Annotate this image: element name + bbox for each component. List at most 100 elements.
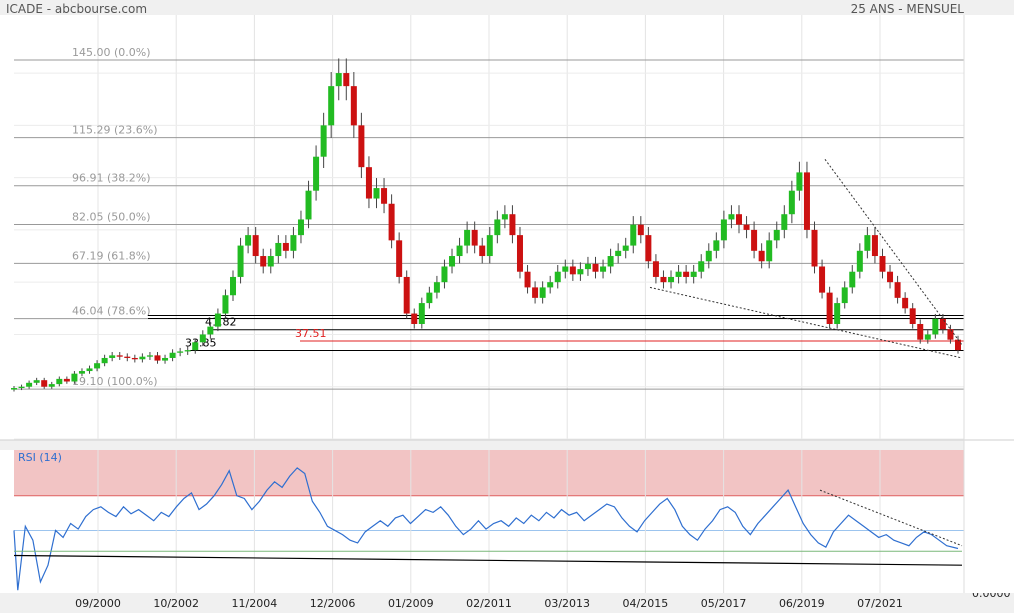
candle-body <box>509 214 516 236</box>
x-tick-label: 06/2019 <box>779 597 825 610</box>
support-trend-line <box>649 286 963 359</box>
candle-body <box>94 363 101 369</box>
candle-body <box>320 125 327 157</box>
candle-body <box>350 86 357 126</box>
candle-body <box>803 172 810 230</box>
candle-body <box>947 329 954 340</box>
candle-body <box>887 271 894 283</box>
candle-body <box>403 276 410 314</box>
candle-body <box>494 219 501 236</box>
candle-body <box>86 368 93 372</box>
candle-body <box>592 263 599 272</box>
candle-body <box>124 356 131 358</box>
candle-body <box>358 125 365 168</box>
candle-body <box>562 266 569 272</box>
candle-body <box>516 235 523 272</box>
candle-body <box>109 355 116 358</box>
candle-body <box>184 350 191 352</box>
candle-body <box>758 250 765 262</box>
x-tick-label: 04/2015 <box>623 597 669 610</box>
candle-body <box>214 313 221 327</box>
candle-body <box>894 282 901 298</box>
candle-body <box>849 271 856 288</box>
candle-body <box>131 357 138 360</box>
x-tick-label: 11/2004 <box>232 597 278 610</box>
candle-body <box>501 214 508 220</box>
candle-body <box>260 256 267 267</box>
candle-body <box>335 73 342 87</box>
downtrend-line <box>824 159 963 346</box>
candle-body <box>728 214 735 220</box>
candle-body <box>615 250 622 257</box>
candle-body <box>230 276 237 296</box>
candle-body <box>735 214 742 225</box>
candle-body <box>524 271 531 288</box>
rsi-support-line <box>13 554 963 566</box>
candle-body <box>864 235 871 251</box>
candle-body <box>222 295 229 314</box>
fib-level-label: 82.05 (50.0%) <box>72 211 151 224</box>
candle-body <box>207 326 214 335</box>
candle-body <box>441 266 448 283</box>
candle-body <box>871 235 878 257</box>
candle-body <box>532 287 539 298</box>
x-tick-label: 01/2009 <box>388 597 434 610</box>
candle-body <box>381 188 388 204</box>
chart-timeframe-label: 25 ANS - MENSUEL <box>850 2 964 16</box>
candle-body <box>373 188 380 199</box>
candle-body <box>879 256 886 272</box>
x-tick-label: 05/2017 <box>701 597 747 610</box>
rsi-title: RSI (14) <box>18 451 62 464</box>
fib-level-label: 46.04 (78.6%) <box>72 305 151 318</box>
x-tick-label: 07/2021 <box>857 597 903 610</box>
candle-body <box>63 378 70 382</box>
candle-body <box>675 271 682 277</box>
candle-body <box>18 386 25 389</box>
candle-body <box>652 261 659 277</box>
candle-body <box>169 352 176 358</box>
y-axis-background <box>964 15 1014 593</box>
candle-body <box>11 388 17 390</box>
candle-body <box>48 384 55 387</box>
candle-body <box>162 357 169 361</box>
fib-level-label: 96.91 (38.2%) <box>72 172 151 185</box>
candle-body <box>297 219 304 236</box>
candle-body <box>464 229 471 246</box>
candle-body <box>841 287 848 304</box>
candle-body <box>554 271 561 283</box>
candle-body <box>917 323 924 340</box>
candle-body <box>426 292 433 304</box>
rsi-line <box>13 467 959 591</box>
candle-body <box>743 224 750 230</box>
price-panel: 0.0020.0040.0060.0080.00100.00120.00140.… <box>0 15 1014 446</box>
candle-body <box>456 245 463 257</box>
candle-body <box>245 235 252 246</box>
candle-body <box>668 276 675 283</box>
candle-body <box>955 339 961 351</box>
rsi-downtrend-line <box>819 489 963 547</box>
candle-body <box>584 263 591 270</box>
candle-body <box>471 229 478 246</box>
candle-body <box>252 235 259 257</box>
candle-body <box>834 303 841 324</box>
candle-body <box>826 292 833 324</box>
candle-body <box>811 229 818 267</box>
x-tick-label: 09/2000 <box>75 597 121 610</box>
candle-body <box>856 250 863 272</box>
candle-body <box>486 235 493 257</box>
candle-body <box>788 190 795 215</box>
fib-level-label: 145.00 (0.0%) <box>72 46 151 59</box>
candle-body <box>690 271 697 277</box>
x-tick-label: 12/2006 <box>310 597 356 610</box>
candle-body <box>365 167 372 199</box>
candle-body <box>924 334 931 340</box>
x-tick-label: 10/2002 <box>153 597 199 610</box>
candle-body <box>645 235 652 262</box>
candle-body <box>71 373 78 382</box>
candle-body <box>313 156 320 191</box>
candle-body <box>237 245 244 277</box>
candle-body <box>26 382 33 387</box>
candle-body <box>146 355 153 357</box>
candle-body <box>199 334 206 343</box>
